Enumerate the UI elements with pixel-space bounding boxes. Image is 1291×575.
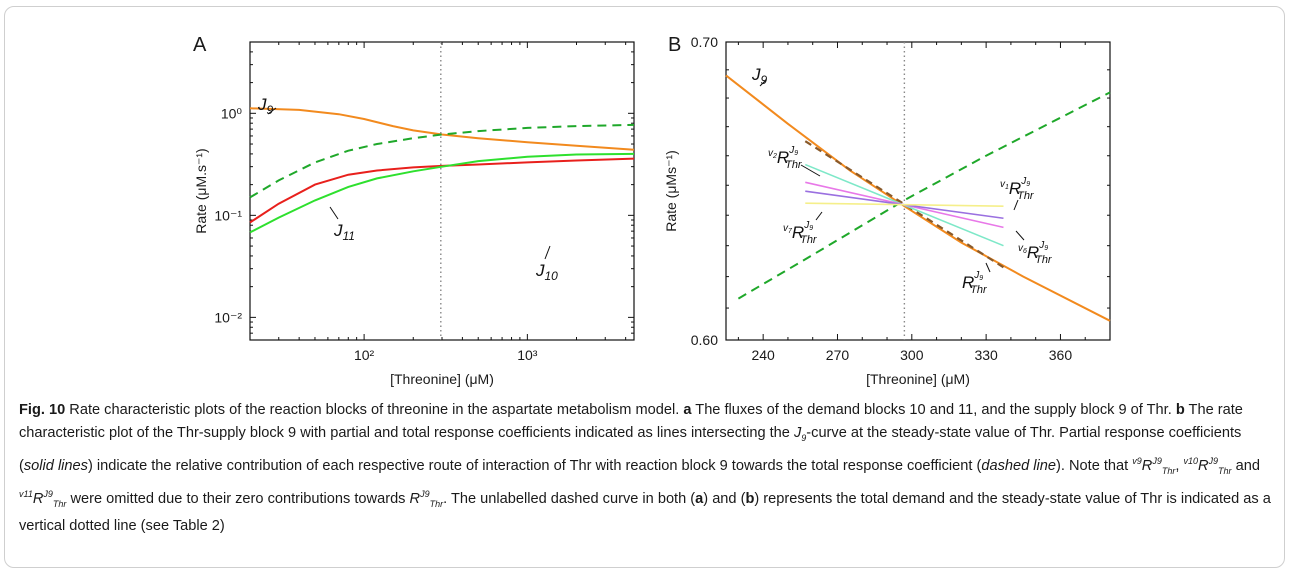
caption-text: ). Note that bbox=[1056, 457, 1133, 474]
coefficient-line-RJ9Thr bbox=[804, 140, 1005, 269]
caption-math: Thr bbox=[52, 498, 67, 509]
x-tick-label: 330 bbox=[974, 347, 998, 363]
caption-math: R bbox=[32, 490, 44, 507]
caption-math: J bbox=[793, 425, 802, 441]
series-line-J9 bbox=[249, 107, 635, 151]
series-label-J9: J9 bbox=[751, 65, 768, 87]
caption-text: and bbox=[1231, 457, 1260, 474]
figure-plots: A 10² 10³ 10⁻² 10⁻¹ 10⁰ [Threonine] (μM) Rate (… bbox=[193, 34, 1111, 387]
coefficient-label-v7: v7RJ9 Thr bbox=[783, 220, 818, 246]
caption-math: R bbox=[1197, 457, 1209, 474]
caption-text: Rate characteristic plots of the reactio… bbox=[65, 402, 684, 418]
caption-math: Thr bbox=[1161, 465, 1176, 476]
series-label-J9: J9 bbox=[257, 95, 274, 117]
caption-math: J9 bbox=[1152, 455, 1162, 466]
panel-letter: A bbox=[193, 34, 207, 56]
label-leader bbox=[985, 262, 991, 273]
x-tick-label: 10² bbox=[354, 347, 375, 363]
y-axis-label: Rate (μM.s⁻¹) bbox=[193, 148, 209, 233]
series-label-J10: J10 bbox=[535, 261, 558, 283]
caption-math: Thr bbox=[429, 498, 444, 509]
plot-area-frame bbox=[249, 41, 635, 341]
plot-area-frame bbox=[725, 41, 1111, 341]
caption-emph: dashed line bbox=[981, 457, 1057, 474]
caption-text: ) represents the total demand and the st… bbox=[19, 490, 1271, 535]
caption-panel-a: a bbox=[683, 402, 692, 418]
caption-math: v11 bbox=[19, 488, 33, 499]
caption-emph: solid lines bbox=[23, 457, 88, 474]
panel-a: A 10² 10³ 10⁻² 10⁻¹ 10⁰ [Threonine] (μM) Rate (… bbox=[193, 34, 635, 387]
caption-math: 9 bbox=[801, 432, 807, 443]
coefficient-label-total: RJ9 Thr bbox=[962, 270, 988, 296]
caption-text: were omitted due to their zero contribut… bbox=[66, 490, 410, 507]
caption-text: The fluxes of the demand blocks 10 and 1… bbox=[691, 402, 1176, 418]
label-leader bbox=[267, 107, 277, 115]
label-leader bbox=[329, 206, 339, 220]
series-line-J10 bbox=[249, 157, 635, 224]
x-axis-label: [Threonine] (μM) bbox=[866, 371, 970, 387]
y-tick-label: 0.70 bbox=[691, 34, 718, 50]
label-leader bbox=[815, 211, 823, 221]
label-leader bbox=[800, 164, 821, 177]
figure-frame bbox=[4, 6, 1285, 568]
caption-panel-a: a bbox=[695, 490, 704, 507]
series-line-J9 bbox=[725, 74, 1111, 322]
label-leader bbox=[1013, 199, 1019, 211]
coefficient-label-v6: v6RJ9 Thr bbox=[1018, 240, 1053, 266]
x-tick-label: 10³ bbox=[517, 347, 538, 363]
coefficient-label-v2: v2RJ9 Thr bbox=[768, 145, 803, 171]
series-line-total-demand bbox=[737, 91, 1111, 300]
coefficient-line-v1RJ9Thr bbox=[805, 202, 1004, 207]
coefficient-label-v1: v1RJ9 Thr bbox=[1000, 176, 1035, 202]
panel-b: B 240 270 300 330 360 0.60 0.70 [Threonine] (μM)… bbox=[663, 34, 1111, 387]
caption-math: J9 bbox=[420, 488, 430, 499]
panel-letter: B bbox=[668, 34, 681, 56]
y-tick-label: 10⁰ bbox=[221, 105, 243, 121]
figure-caption: Fig. 10 Rate characteristic plots of the… bbox=[19, 399, 1274, 538]
x-tick-label: 300 bbox=[900, 347, 924, 363]
caption-math: Thr bbox=[1218, 465, 1232, 476]
caption-math: v10 bbox=[1183, 455, 1198, 466]
caption-math: v9 bbox=[1132, 455, 1142, 466]
series-line-total-demand bbox=[249, 123, 635, 199]
caption-text: . The unlabelled dashed curve in both ( bbox=[443, 490, 696, 507]
series-line-J11 bbox=[249, 152, 635, 234]
x-axis-label: [Threonine] (μM) bbox=[390, 371, 494, 387]
caption-math: J9 bbox=[1208, 455, 1219, 466]
caption-text: The rate characteristic plot of the Thr-… bbox=[19, 402, 1243, 441]
x-tick-label: 240 bbox=[751, 347, 775, 363]
y-tick-label: 10⁻¹ bbox=[214, 207, 242, 223]
caption-panel-b: b bbox=[1175, 402, 1185, 418]
label-leader bbox=[544, 245, 551, 260]
caption-text: , bbox=[1175, 457, 1184, 474]
caption-math: J9 bbox=[43, 488, 53, 499]
caption-text: ) indicate the relative contribution of … bbox=[87, 457, 982, 474]
label-leader bbox=[1015, 230, 1025, 241]
caption-text: ) and ( bbox=[703, 490, 746, 507]
label-leader bbox=[759, 79, 767, 87]
y-tick-label: 10⁻² bbox=[214, 309, 242, 325]
caption-figure-label: Fig. 10 bbox=[19, 402, 66, 418]
x-tick-label: 360 bbox=[1049, 347, 1073, 363]
caption-text: -curve at the steady-state value of Thr.… bbox=[19, 425, 1242, 474]
y-axis-label: Rate (μMs⁻¹) bbox=[663, 150, 679, 232]
caption-math: R bbox=[1141, 457, 1153, 474]
y-tick-label: 0.60 bbox=[691, 332, 718, 348]
x-tick-label: 270 bbox=[826, 347, 850, 363]
caption-math: R bbox=[409, 490, 421, 507]
caption-panel-b: b bbox=[745, 490, 755, 507]
series-label-J11: J11 bbox=[333, 221, 355, 243]
